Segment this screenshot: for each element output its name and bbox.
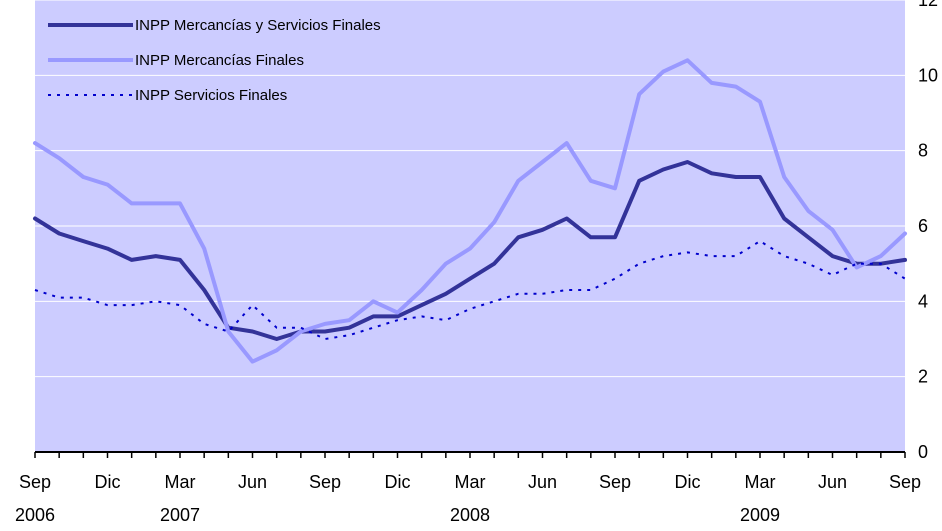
- year-labels: 2006 2007 2008 2009: [15, 505, 780, 525]
- x-tick-label: Mar: [455, 472, 486, 492]
- year-label: 2008: [450, 505, 490, 525]
- x-tick-label: Jun: [238, 472, 267, 492]
- series-line: [33, 160, 907, 341]
- y-tick-label: 10: [918, 65, 938, 85]
- legend-label: INPP Servicios Finales: [135, 87, 287, 104]
- x-tick-label: Jun: [818, 472, 847, 492]
- y-tick-label: 6: [918, 216, 928, 236]
- legend: INPP Mercancías y Servicios Finales INPP …: [48, 17, 381, 104]
- x-tick-label: Sep: [19, 472, 51, 492]
- legend-label: INPP Mercancías Finales: [135, 52, 304, 69]
- x-tick-labels: Sep Dic Mar Jun Sep Dic Mar Jun Sep Dic Mar Jun Sep: [19, 472, 921, 492]
- series-lines: [33, 58, 907, 364]
- x-tick-label: Dic: [385, 472, 411, 492]
- x-tick-label: Dic: [675, 472, 701, 492]
- year-label: 2006: [15, 505, 55, 525]
- y-tick-label: 12: [918, 0, 938, 10]
- x-tick-label: Sep: [599, 472, 631, 492]
- series-line: [33, 58, 907, 364]
- x-tick-label: Sep: [889, 472, 921, 492]
- legend-label: INPP Mercancías y Servicios Finales: [135, 17, 381, 34]
- x-tick-label: Jun: [528, 472, 557, 492]
- y-tick-label: 0: [918, 442, 928, 462]
- year-label: 2009: [740, 505, 780, 525]
- x-tick-label: Mar: [165, 472, 196, 492]
- y-tick-label: 2: [918, 367, 928, 387]
- y-tick-labels: 0 2 4 6 8 10 12: [918, 0, 938, 462]
- y-tick-label: 8: [918, 141, 928, 161]
- gridlines: [35, 0, 905, 378]
- x-tick-label: Sep: [309, 472, 341, 492]
- x-ticks: [34, 452, 906, 458]
- y-tick-label: 4: [918, 291, 928, 311]
- x-tick-label: Mar: [745, 472, 776, 492]
- year-label: 2007: [160, 505, 200, 525]
- x-tick-label: Dic: [95, 472, 121, 492]
